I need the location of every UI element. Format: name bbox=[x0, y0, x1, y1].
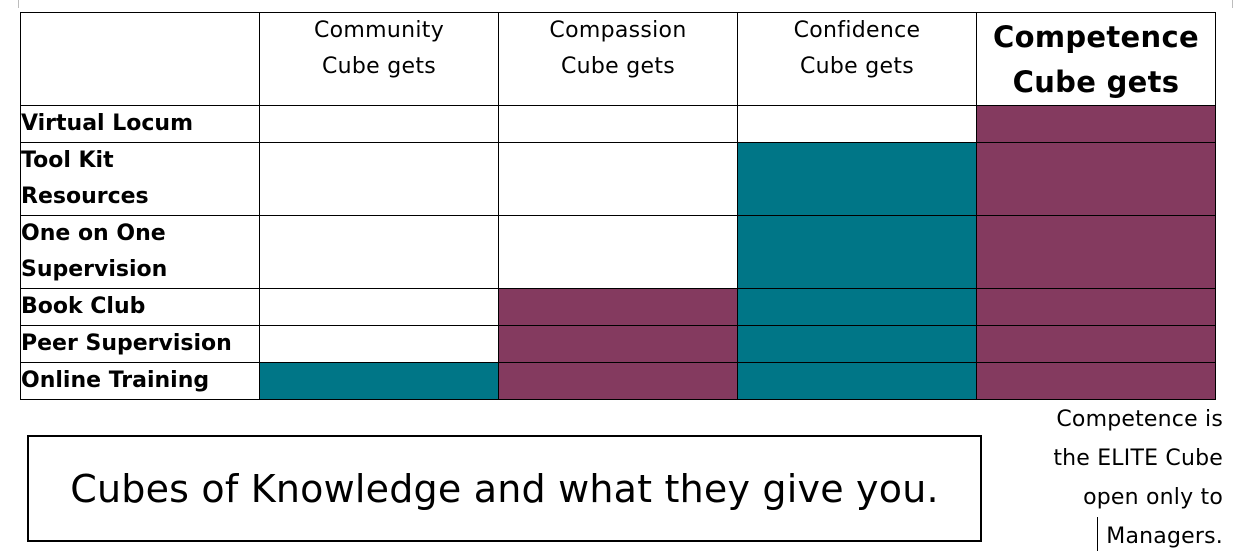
table-cell bbox=[498, 215, 738, 289]
header-line: Competence bbox=[993, 20, 1199, 54]
table-cell bbox=[259, 325, 499, 363]
benefit-cell-teal bbox=[259, 362, 499, 400]
competence-note: Competence is the ELITE Cube open only t… bbox=[993, 400, 1223, 556]
table-row: Tool Kit Resources bbox=[20, 142, 1216, 216]
table-row: Book Club bbox=[20, 288, 1216, 326]
benefit-cell-teal bbox=[737, 362, 977, 400]
header-compassion-cube: Compassion Cube gets bbox=[498, 12, 738, 106]
header-line: Cube gets bbox=[321, 54, 437, 79]
row-label: Book Club bbox=[20, 288, 260, 326]
note-line: the ELITE Cube bbox=[1053, 446, 1223, 471]
row-label: Tool Kit Resources bbox=[20, 142, 260, 216]
header-blank-cell bbox=[20, 12, 260, 106]
benefit-cell-teal bbox=[737, 215, 977, 289]
header-line: Cube gets bbox=[560, 54, 676, 79]
table-cell bbox=[498, 142, 738, 216]
benefit-cell-plum bbox=[498, 325, 738, 363]
header-line: Cube gets bbox=[1012, 65, 1180, 99]
header-line: Compassion bbox=[549, 18, 687, 43]
note-line: open only to bbox=[1083, 485, 1223, 510]
benefit-cell-plum bbox=[976, 142, 1216, 216]
table-cell bbox=[259, 215, 499, 289]
benefit-cell-plum bbox=[976, 215, 1216, 289]
header-confidence-cube: Confidence Cube gets bbox=[737, 12, 977, 106]
header-community-cube: Community Cube gets bbox=[259, 12, 499, 106]
row-label: Virtual Locum bbox=[20, 105, 260, 143]
row-label: Online Training bbox=[20, 362, 260, 400]
page-corner-mark-left bbox=[10, 0, 19, 8]
benefit-cell-plum bbox=[976, 288, 1216, 326]
row-label: Peer Supervision bbox=[20, 325, 260, 363]
header-line: Community bbox=[313, 18, 445, 43]
table-row: Peer Supervision bbox=[20, 325, 1216, 363]
benefit-cell-plum bbox=[498, 362, 738, 400]
table-cell bbox=[498, 105, 738, 143]
header-competence-cube: Competence Cube gets bbox=[976, 12, 1216, 106]
benefit-cell-teal bbox=[737, 142, 977, 216]
benefit-cell-teal bbox=[737, 325, 977, 363]
table-cell bbox=[259, 288, 499, 326]
benefit-cell-plum bbox=[498, 288, 738, 326]
table-row: Online Training bbox=[20, 362, 1216, 400]
table-cell bbox=[259, 142, 499, 216]
caption-box: Cubes of Knowledge and what they give yo… bbox=[27, 435, 982, 542]
benefit-cell-teal bbox=[737, 288, 977, 326]
row-label: One on One Supervision bbox=[20, 215, 260, 289]
table-header-row: Community Cube gets Compassion Cube gets… bbox=[20, 12, 1216, 106]
note-line: Managers. bbox=[1106, 524, 1223, 549]
benefit-cell-plum bbox=[976, 325, 1216, 363]
table-cell bbox=[737, 105, 977, 143]
benefit-cell-plum bbox=[976, 362, 1216, 400]
table-cell bbox=[259, 105, 499, 143]
note-line: Competence is bbox=[1056, 407, 1223, 432]
header-line: Confidence bbox=[793, 18, 921, 43]
header-line: Cube gets bbox=[799, 54, 915, 79]
text-cursor bbox=[1097, 517, 1098, 551]
page-corner-mark-right bbox=[1232, 0, 1241, 8]
cube-benefits-table: Community Cube gets Compassion Cube gets… bbox=[20, 12, 1216, 400]
table-row: One on One Supervision bbox=[20, 215, 1216, 289]
benefit-cell-plum bbox=[976, 105, 1216, 143]
table-row: Virtual Locum bbox=[20, 105, 1216, 143]
caption-text: Cubes of Knowledge and what they give yo… bbox=[70, 466, 939, 511]
